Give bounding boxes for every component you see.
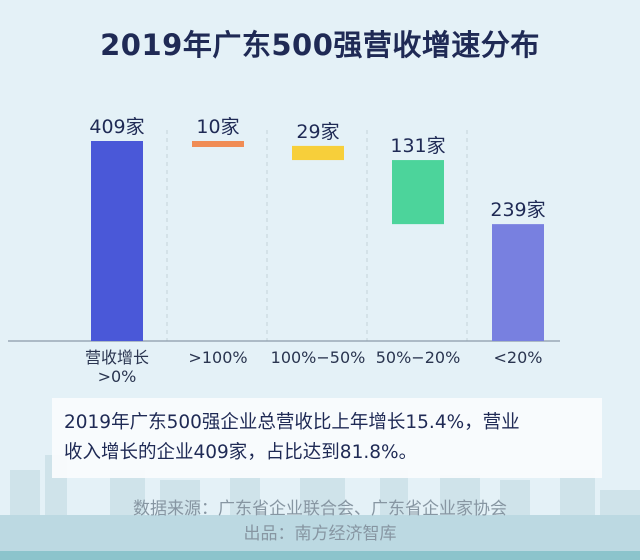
bar-4: [492, 224, 544, 341]
x-tick-label-4: <20%: [494, 348, 543, 367]
x-tick-label-3: 50%−20%: [376, 348, 461, 367]
bar-1: [192, 141, 244, 147]
data-label-1: 10家: [196, 116, 239, 138]
data-label-0: 409家: [89, 116, 144, 138]
bar-0: [91, 141, 143, 341]
producer: 出品：南方经济智库: [243, 524, 397, 544]
summary-line-2: 收入增长的企业409家，占比达到81.8%。: [64, 442, 418, 463]
data-label-4: 239家: [490, 199, 545, 221]
x-tick-label-0: 营收增长: [85, 348, 149, 367]
x-tick-label-0: >0%: [98, 367, 137, 386]
summary-line-1: 2019年广东500强企业总营收比上年增长15.4%，营业: [64, 412, 520, 433]
bar-3: [392, 160, 444, 225]
bar-2: [292, 145, 344, 161]
data-label-3: 131家: [390, 135, 445, 157]
summary-box: 2019年广东500强企业总营收比上年增长15.4%，营业 收入增长的企业409…: [52, 398, 602, 478]
x-tick-label-1: >100%: [188, 348, 247, 367]
data-source: 数据来源：广东省企业联合会、广东省企业家协会: [133, 499, 507, 519]
chart-title: 2019年广东500强营收增速分布: [100, 28, 540, 62]
data-label-2: 29家: [296, 121, 339, 143]
x-tick-label-2: 100%−50%: [271, 348, 366, 367]
